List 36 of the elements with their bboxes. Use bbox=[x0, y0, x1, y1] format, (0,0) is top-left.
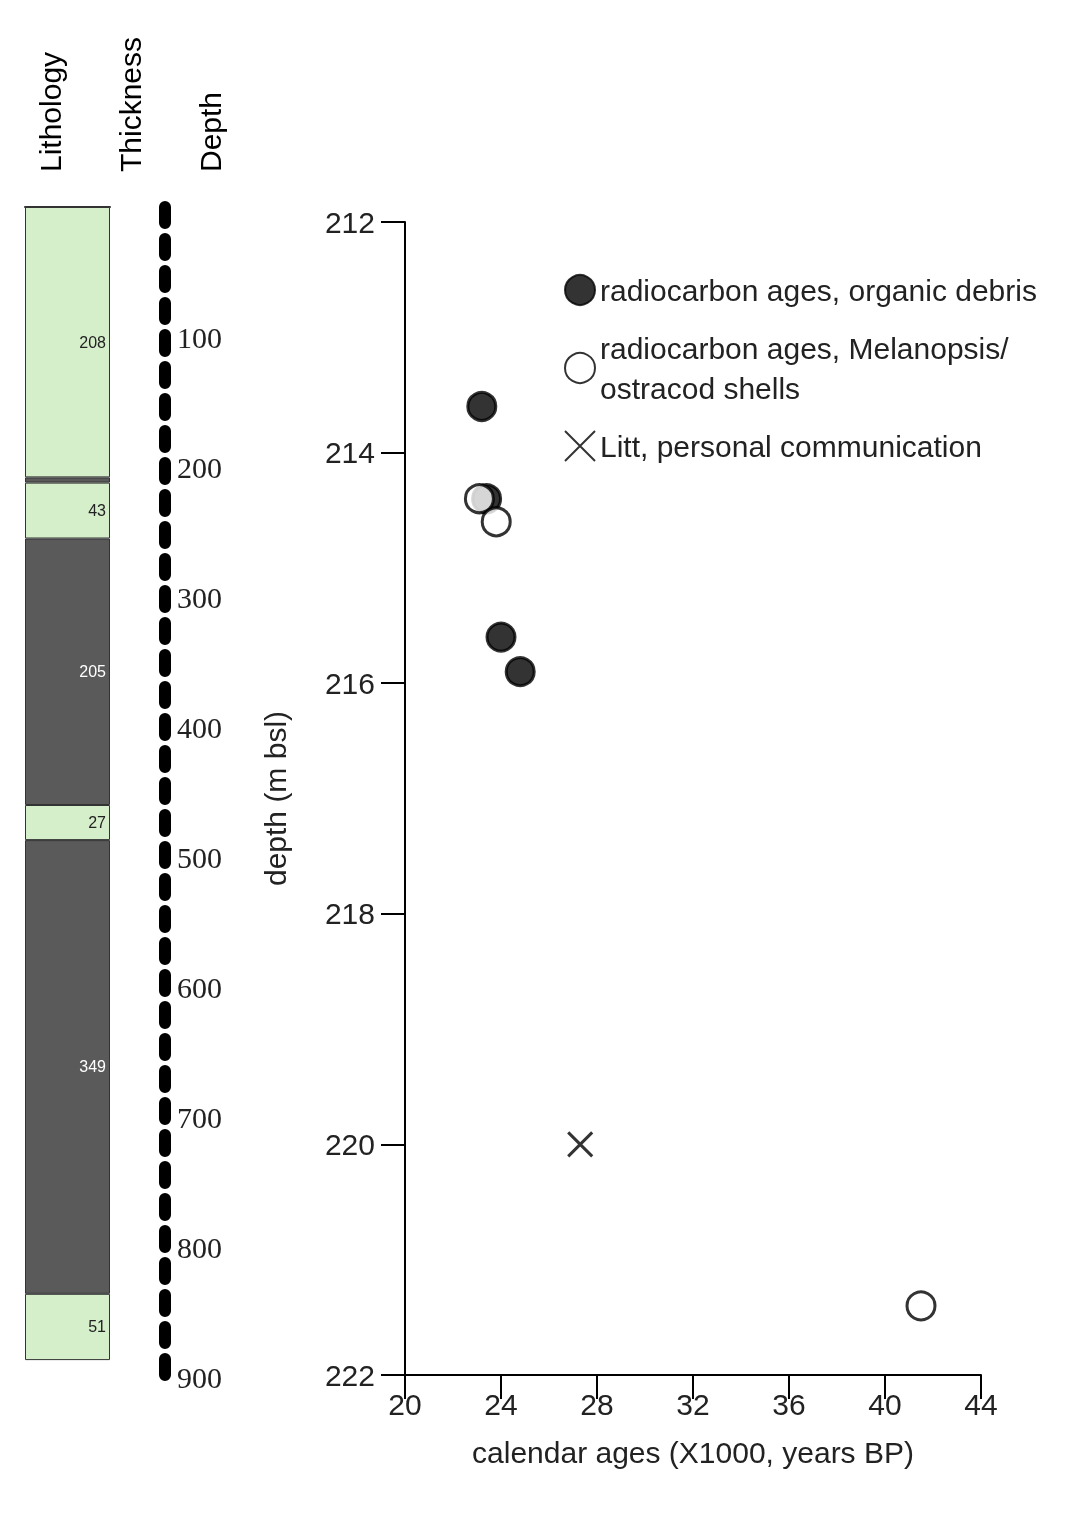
x-tick-label: 44 bbox=[964, 1387, 998, 1421]
x-tick-label: 24 bbox=[484, 1387, 518, 1421]
data-label: 349 bbox=[79, 1058, 107, 1076]
y-tick-label: 900 bbox=[177, 1360, 222, 1394]
y-tick-label: 212 bbox=[324, 205, 375, 239]
legend-label: radiocarbon ages, Melanopsis/ostracod shells bbox=[600, 331, 1010, 405]
x-tick-label: 20 bbox=[388, 1387, 422, 1421]
y-tick-label: 218 bbox=[324, 897, 375, 931]
y-tick-label: 600 bbox=[177, 970, 222, 1004]
text: Thickness bbox=[113, 36, 147, 172]
y-tick-label: 700 bbox=[177, 1100, 222, 1134]
y-tick-label: 216 bbox=[324, 666, 375, 700]
x-tick-label: 40 bbox=[868, 1387, 902, 1421]
data-label: 205 bbox=[79, 663, 107, 681]
data-label: 51 bbox=[88, 1318, 107, 1336]
y-axis-title: depth (m bsl) bbox=[258, 710, 292, 887]
legend-label: Litt, personal communication bbox=[600, 429, 982, 463]
x-tick-label: 32 bbox=[676, 1387, 710, 1421]
data-label: 27 bbox=[88, 814, 107, 832]
y-tick-label: 200 bbox=[177, 450, 222, 484]
y-tick-label: 220 bbox=[324, 1127, 375, 1161]
y-tick-label: 400 bbox=[177, 710, 222, 744]
y-tick-label: 800 bbox=[177, 1230, 222, 1264]
x-axis-title: calendar ages (X1000, years BP) bbox=[472, 1435, 914, 1469]
data-label: 43 bbox=[88, 502, 107, 520]
y-tick-label: 222 bbox=[324, 1358, 375, 1392]
x-tick-label: 28 bbox=[580, 1387, 614, 1421]
text: Lithology bbox=[33, 51, 67, 172]
x-tick-label: 36 bbox=[772, 1387, 806, 1421]
data-label: 208 bbox=[79, 333, 107, 351]
y-tick-label: 100 bbox=[177, 320, 222, 354]
y-tick-label: 214 bbox=[324, 436, 375, 470]
legend-label: radiocarbon ages, organic debris bbox=[600, 273, 1037, 307]
y-tick-label: 300 bbox=[177, 580, 222, 614]
y-tick-label: 500 bbox=[177, 840, 222, 874]
text: Depth bbox=[193, 91, 227, 172]
